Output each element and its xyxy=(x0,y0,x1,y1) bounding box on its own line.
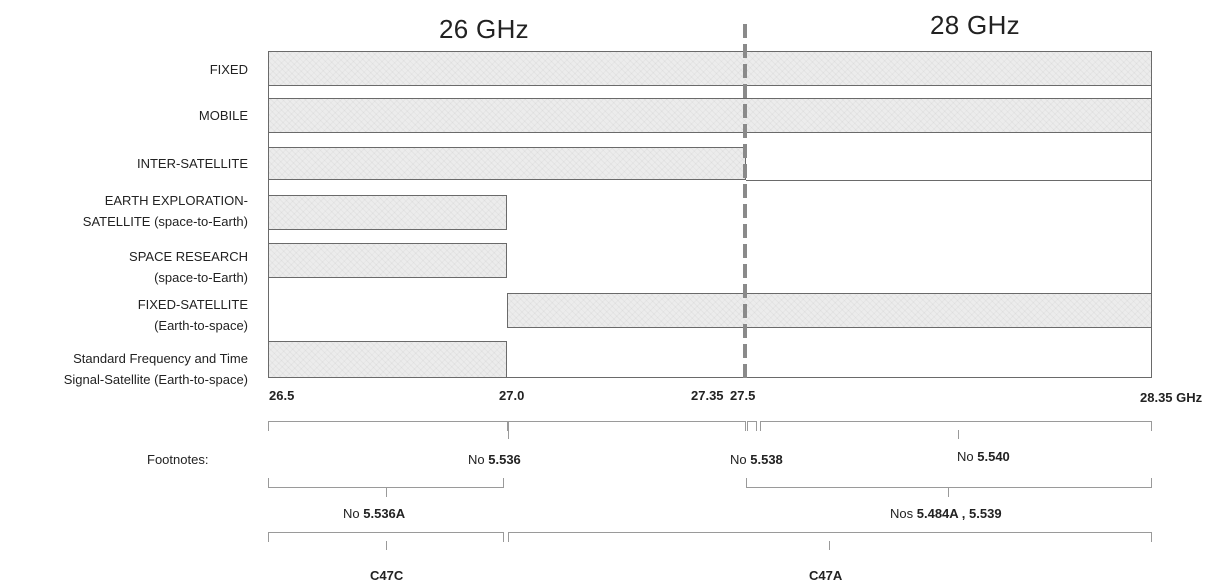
brace-footnote-5540 xyxy=(760,421,1152,431)
brace-stem xyxy=(829,541,830,550)
service-label-fixed-satellite: FIXED-SATELLITE (Earth-to-space) xyxy=(137,297,248,333)
footnotes-label: Footnotes: xyxy=(147,452,209,467)
brace-footnote-5484a xyxy=(746,478,1152,488)
footnote-5-536a: No 5.536A xyxy=(343,506,406,521)
brace-stem xyxy=(508,430,509,439)
band-title-28ghz: 28 GHz xyxy=(930,10,1020,40)
frame-left-edge xyxy=(268,51,269,378)
brace-footnote-5536-left xyxy=(268,421,508,431)
band-boundary-dashed-line xyxy=(743,24,747,384)
brace-stem xyxy=(386,541,387,550)
brace-stem xyxy=(386,488,387,497)
brace-c47a xyxy=(508,532,1152,542)
allocation-bar-mobile xyxy=(268,98,1152,133)
service-label-space-research: SPACE RESEARCH (space-to-Earth) xyxy=(129,249,248,285)
brace-stem xyxy=(948,488,949,497)
brace-c47c xyxy=(268,532,504,542)
allocation-bar-standard-frequency-time xyxy=(268,341,507,378)
allocation-bar-fixed-satellite xyxy=(507,293,1152,328)
service-label-earth-exploration-satellite: EARTH EXPLORATION- SATELLITE (space-to-E… xyxy=(82,193,248,229)
footnote-5-484a-5-539: Nos 5.484A , 5.539 xyxy=(890,506,1002,521)
tick-27-35: 27.35 xyxy=(691,388,724,403)
brace-footnote-5536a-top xyxy=(268,478,504,488)
frame-line xyxy=(746,180,1152,181)
brace-stem xyxy=(958,430,959,439)
footnote-5-536: No 5.536 xyxy=(468,452,521,467)
allocation-bar-fixed xyxy=(268,51,1152,86)
footnote-5-538: No 5.538 xyxy=(730,452,783,467)
axis-baseline xyxy=(268,377,1152,378)
code-c47c: C47C xyxy=(370,568,404,583)
tick-27-5: 27.5 xyxy=(730,388,756,403)
service-label-fixed: FIXED xyxy=(209,62,248,77)
allocation-bar-space-research xyxy=(268,243,507,278)
allocation-bar-inter-satellite xyxy=(268,147,746,180)
service-label-mobile: MOBILE xyxy=(198,108,248,123)
tick-27-0: 27.0 xyxy=(499,388,525,403)
brace-footnote-5538 xyxy=(747,421,757,431)
service-label-inter-satellite: INTER-SATELLITE xyxy=(136,156,248,171)
code-c47a: C47A xyxy=(809,568,843,583)
footnote-5-540: No 5.540 xyxy=(957,449,1010,464)
frame-right-edge xyxy=(1151,51,1152,378)
tick-28-35: 28.35 GHz xyxy=(1140,390,1203,405)
brace-footnote-5536-right xyxy=(508,421,746,431)
allocation-bar-earth-exploration-satellite xyxy=(268,195,507,230)
tick-26-5: 26.5 xyxy=(269,388,295,403)
band-title-26ghz: 26 GHz xyxy=(439,14,529,44)
service-label-standard-frequency-time: Standard Frequency and Time Signal-Satel… xyxy=(63,351,248,387)
